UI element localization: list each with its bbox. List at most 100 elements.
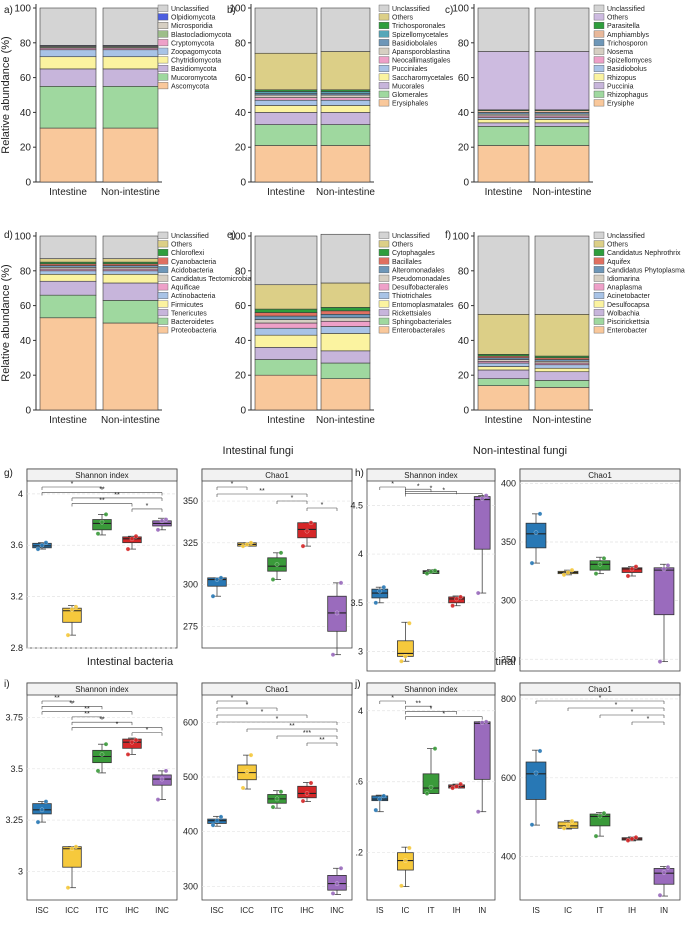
sig-label: * (246, 702, 249, 709)
data-point (304, 791, 310, 796)
legend-swatch (593, 266, 605, 274)
sig-label: * (391, 695, 394, 702)
bar-segment (534, 145, 590, 183)
bar-segment (39, 235, 97, 259)
bar-segment (477, 51, 530, 111)
bar-segment (320, 94, 371, 98)
x-tick-label: ITC (96, 906, 109, 915)
data-point (661, 566, 667, 572)
sig-label: ** (99, 498, 105, 505)
bar-segment (39, 49, 97, 58)
data-point (450, 603, 455, 608)
y-tick-label: 60 (458, 301, 470, 312)
data-point (214, 577, 220, 582)
data-point (377, 796, 383, 802)
bar-segment (102, 86, 159, 129)
x-tick-label: Non-intestine (101, 187, 160, 198)
box (422, 773, 440, 794)
bar-segment (534, 235, 590, 315)
legend-label: Unclassified (392, 6, 430, 13)
data-point (330, 652, 336, 657)
bar-segment (254, 52, 318, 91)
panel-label: j) (354, 679, 361, 690)
data-point (450, 785, 455, 791)
legend-swatch (593, 30, 605, 38)
title-strip (26, 682, 178, 696)
data-point (569, 567, 575, 573)
legend-label: Unclassified (607, 6, 645, 13)
sig-label: ** (114, 492, 120, 499)
y-tick-label: 20 (458, 371, 470, 382)
data-point (529, 822, 535, 827)
plot-frame (519, 682, 681, 901)
data-point (125, 546, 131, 552)
x-tick-label: ISC (210, 906, 224, 915)
bar-segment (320, 317, 371, 322)
x-tick-label: IN (660, 906, 668, 915)
bar-segment (534, 119, 590, 124)
data-point (399, 659, 404, 664)
y-tick-label: 300 (183, 580, 198, 590)
data-point (454, 596, 459, 602)
data-point (334, 881, 340, 886)
legend-label: Anaplasma (607, 285, 642, 292)
legend-swatch (378, 326, 390, 334)
bar-segment (534, 380, 590, 388)
legend-label: Puccinia (607, 83, 634, 90)
y-tick-label: .2 (355, 848, 363, 858)
data-point (458, 594, 463, 600)
sig-label: ** (289, 723, 295, 730)
data-point (593, 833, 599, 839)
x-tick-label: Non-intestine (316, 415, 375, 426)
legend-swatch (378, 4, 390, 12)
data-point (300, 798, 306, 804)
legend-swatch (157, 300, 169, 308)
legend-swatch (157, 231, 169, 239)
data-point (629, 836, 635, 842)
x-tick-label: IT (427, 906, 434, 915)
bar-segment (534, 7, 590, 52)
bar-segment (254, 112, 318, 125)
legend-swatch (378, 73, 390, 81)
bar-segment (534, 371, 590, 381)
data-point (248, 540, 254, 546)
bar-segment (320, 124, 371, 146)
bar-segment (254, 7, 318, 54)
data-point (565, 570, 571, 575)
legend-swatch (593, 257, 605, 265)
legend-swatch (378, 283, 390, 291)
bar-segment (320, 326, 371, 334)
legend-label: Ascomycota (171, 83, 209, 90)
data-point (129, 536, 135, 542)
bar-segment (477, 122, 530, 127)
legend-swatch (593, 292, 605, 299)
legend-swatch (378, 231, 390, 239)
bar-segment (102, 49, 159, 58)
data-point (373, 807, 379, 813)
sig-label: ** (69, 700, 75, 707)
sig-label: * (430, 486, 433, 493)
y-tick-label: 40 (235, 336, 247, 347)
section-title-intestinal-fungi: Intestinal fungi (223, 445, 294, 457)
data-point (240, 785, 246, 791)
legend-label: Microsporidia (171, 23, 213, 30)
panel-h2: Chao1 250 300 350 400 (501, 468, 681, 672)
bar-segment (254, 94, 318, 98)
data-point (377, 588, 383, 594)
legend-swatch (157, 317, 169, 325)
plot-frame (26, 468, 178, 649)
data-point (601, 556, 607, 561)
box (397, 640, 414, 657)
data-point (278, 550, 284, 556)
data-point (35, 819, 41, 825)
bar-segment (477, 378, 530, 386)
legend-swatch (378, 248, 390, 256)
y-tick-label: 60 (20, 73, 32, 84)
legend-label: Cytophagales (392, 250, 435, 257)
y-tick-label: 325 (183, 538, 198, 548)
bar-segment (477, 7, 530, 52)
bar-segment (254, 308, 318, 313)
